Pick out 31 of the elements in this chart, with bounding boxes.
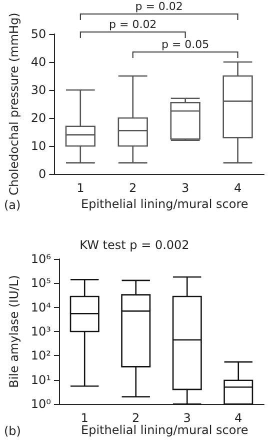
y-tick-label: 0 — [38, 167, 46, 181]
x-tick-label: 2 — [132, 411, 140, 425]
y-tick-label: 10 — [30, 139, 46, 153]
x-axis-title: Epithelial lining/mural score — [81, 423, 248, 437]
x-axis-title: Epithelial lining/mural score — [81, 197, 248, 211]
chart-title: KW test p = 0.002 — [80, 238, 190, 252]
x-tick-label: 4 — [234, 411, 242, 425]
text: (b) — [4, 424, 21, 438]
x-tick-label: 1 — [76, 181, 84, 195]
x-tick-label: 3 — [181, 181, 190, 195]
y-tick-label: 50 — [30, 27, 46, 41]
x-tick-label: 4 — [234, 181, 242, 195]
y-tick-label: 20 — [30, 111, 46, 125]
y-tick-label: 10³ — [30, 324, 52, 338]
y-tick-label: 30 — [30, 83, 46, 97]
y-tick-label: 10¹ — [30, 372, 52, 387]
text: p = 0.02 — [135, 0, 183, 13]
x-tick-label: 2 — [129, 181, 137, 195]
y-tick-label: 40 — [30, 55, 46, 69]
y-tick-label: 10⁵ — [30, 276, 52, 290]
y-tick-label: 10² — [30, 348, 52, 363]
y-tick-label: 10⁰ — [30, 397, 52, 411]
y-axis-title: Choledochal pressure (mmHg) — [7, 12, 21, 196]
annotation: p = 0.05 — [161, 38, 210, 51]
y-tick-label: 10⁶ — [30, 252, 52, 266]
y-tick-label: 10⁴ — [30, 300, 52, 314]
text: p = 0.02 — [109, 18, 157, 31]
y-axis-title: Bile amylase (IU/L) — [7, 275, 21, 388]
text: (a) — [4, 198, 21, 212]
x-tick-label: 1 — [80, 411, 88, 425]
x-tick-label: 3 — [183, 411, 191, 425]
